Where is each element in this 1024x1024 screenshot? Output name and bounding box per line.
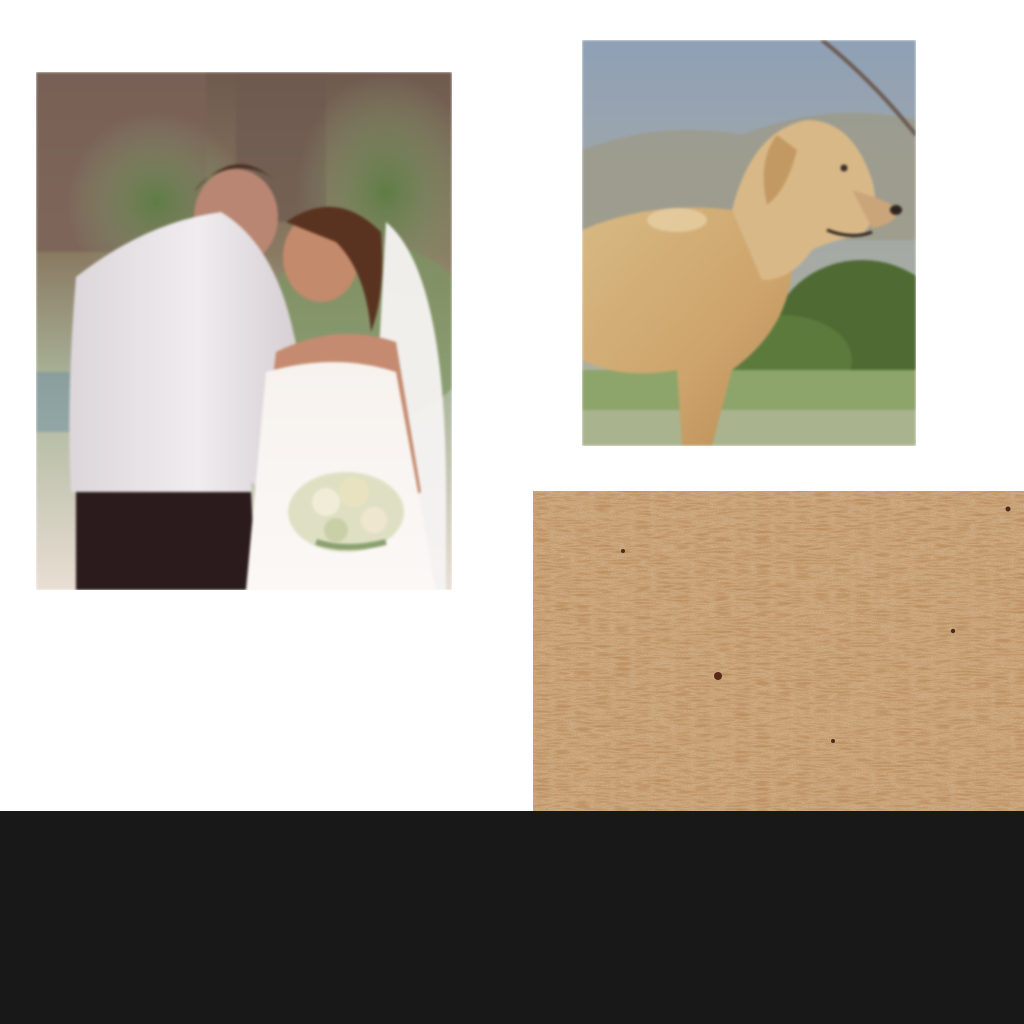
wedding-photo-graphic: [36, 72, 452, 590]
dog-photo-graphic: [582, 40, 916, 446]
cork-board-texture: [533, 491, 1024, 812]
labrador-dog-photo: [582, 40, 916, 446]
cork-texture-graphic: [533, 491, 1024, 812]
bottom-dark-panel: [0, 811, 1024, 1024]
wedding-couple-photo: [36, 72, 452, 590]
